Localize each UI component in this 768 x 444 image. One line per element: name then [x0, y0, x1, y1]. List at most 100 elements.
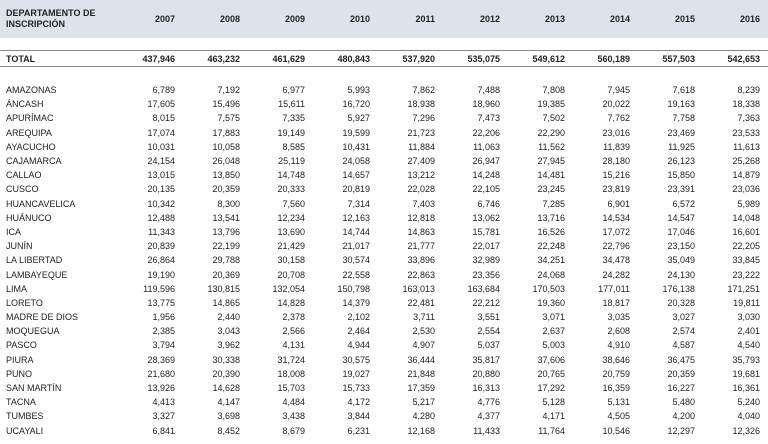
cell-value: 3,027: [672, 312, 695, 323]
cell-value: 25,119: [278, 156, 305, 167]
department-row: UCAYALI 6,841 8,452 8,679 6,231 12,168 11,433 1…: [0, 424, 768, 438]
department-row: LIMA 119,596 130,815 132,054 150,798 163,013 1…: [0, 282, 768, 296]
cell-value: 19,681: [732, 368, 760, 379]
header-label: DEPARTAMENTO DE INSCRIPCIÓN: [0, 0, 118, 38]
cell-value: 12,297: [667, 425, 695, 436]
year-header: 2013: [508, 0, 573, 38]
cell-value: 4,377: [477, 411, 500, 422]
cell-value: 22,206: [472, 127, 500, 138]
cell-value: 5,037: [477, 340, 500, 351]
cell-value: 27,945: [537, 156, 565, 167]
department-row: TUMBES 3,327 3,698 3,438 3,844 4,280 4,377 4,17…: [0, 409, 768, 423]
cell-value: 22,212: [472, 297, 500, 308]
cell-value: 5,240: [737, 397, 760, 408]
total-value: 437,946: [118, 50, 183, 67]
cell-value: 22,199: [212, 241, 240, 252]
cell-value: 2,401: [737, 326, 760, 337]
table-body: AMAZONAS 6,789 7,192 6,977 5,993 7,862 7,488 7,…: [0, 83, 768, 438]
department-row: PUNO 21,680 20,390 18,008 19,027 21,848 20,880…: [0, 367, 768, 381]
cell-value: 13,690: [277, 226, 305, 237]
cell-value: 36,475: [667, 354, 695, 365]
cell-value: 7,618: [672, 85, 695, 96]
cell-value: 7,488: [477, 85, 500, 96]
cell-value: 23,391: [667, 184, 695, 195]
cell-value: 4,200: [672, 411, 695, 422]
department-row: CUSCO 20,135 20,359 20,333 20,819 22,028 22,10…: [0, 182, 768, 196]
cell-value: 26,123: [667, 156, 695, 167]
cell-value: 8,300: [217, 198, 240, 209]
department-row: HUANCAVELICA 10,342 8,300 7,560 7,314 7,403 6,…: [0, 197, 768, 211]
cell-value: 3,035: [607, 312, 630, 323]
spacer-cell: [0, 38, 768, 51]
cell-value: 16,313: [472, 383, 500, 394]
cell-value: 25,268: [732, 156, 760, 167]
total-value: 461,629: [248, 50, 313, 67]
cell-value: 20,369: [212, 269, 240, 280]
department-row: AREQUIPA 17,074 17,883 19,149 19,599 21,723 22…: [0, 126, 768, 140]
department-row: PASCO 3,794 3,962 4,131 4,944 4,907 5,037 5,003…: [0, 338, 768, 352]
cell-value: 6,789: [152, 85, 175, 96]
cell-value: 13,062: [472, 212, 500, 223]
cell-value: 32,989: [472, 255, 500, 266]
cell-value: 130,815: [207, 283, 240, 294]
cell-value: 20,135: [147, 184, 175, 195]
cell-value: 14,879: [732, 170, 760, 181]
total-value: 537,920: [378, 50, 443, 67]
department-row: SAN MARTÍN 13,926 14,628 15,703 15,733 17,359…: [0, 381, 768, 395]
cell-value: 5,989: [737, 198, 760, 209]
cell-value: 20,880: [472, 368, 500, 379]
cell-value: 5,993: [347, 85, 370, 96]
cell-value: 3,030: [737, 312, 760, 323]
cell-value: 37,606: [537, 354, 565, 365]
cell-value: 20,328: [667, 297, 695, 308]
cell-value: 6,231: [347, 425, 370, 436]
cell-value: 11,613: [733, 141, 760, 152]
cell-value: 13,015: [147, 170, 175, 181]
cell-value: 5,217: [412, 397, 435, 408]
cell-value: 21,777: [407, 241, 435, 252]
cell-value: 7,758: [672, 113, 695, 124]
cell-value: 14,865: [212, 297, 240, 308]
cell-value: 21,017: [342, 241, 370, 252]
cell-value: 24,058: [342, 156, 370, 167]
cell-value: 10,431: [342, 141, 370, 152]
cell-value: 7,762: [607, 113, 630, 124]
year-header: 2012: [443, 0, 508, 38]
cell-value: 7,502: [542, 113, 565, 124]
cell-value: 10,546: [602, 425, 630, 436]
cell-value: 24,282: [602, 269, 630, 280]
year-header: 2008: [183, 0, 248, 38]
cell-value: 36,444: [407, 354, 435, 365]
cell-value: 15,850: [667, 170, 695, 181]
cell-value: 22,863: [407, 269, 435, 280]
cell-value: 28,369: [147, 354, 175, 365]
total-value: 535,075: [443, 50, 508, 67]
cell-value: 31,724: [277, 354, 305, 365]
department-name: CUSCO: [6, 184, 39, 195]
cell-value: 14,863: [407, 226, 435, 237]
cell-value: 14,048: [732, 212, 760, 223]
cell-value: 13,212: [407, 170, 435, 181]
department-name: CAJAMARCA: [6, 156, 62, 167]
department-name: ÁNCASH: [6, 99, 44, 110]
total-label: TOTAL: [0, 50, 118, 67]
cell-value: 18,960: [472, 99, 500, 110]
cell-value: 20,708: [277, 269, 305, 280]
cell-value: 11,343: [148, 226, 175, 237]
cell-value: 2,637: [542, 326, 565, 337]
cell-value: 13,850: [212, 170, 240, 181]
cell-value: 22,205: [732, 241, 760, 252]
cell-value: 5,480: [672, 397, 695, 408]
cell-value: 14,628: [212, 383, 240, 394]
cell-value: 20,333: [277, 184, 305, 195]
cell-value: 20,022: [602, 99, 630, 110]
cell-value: 21,429: [277, 241, 305, 252]
cell-value: 30,575: [342, 354, 370, 365]
cell-value: 22,028: [407, 184, 435, 195]
cell-value: 8,015: [152, 113, 175, 124]
cell-value: 23,356: [472, 269, 500, 280]
total-row: TOTAL 437,946 463,232 461,629 480,843 537,920…: [0, 50, 768, 67]
cell-value: 11,764: [538, 425, 565, 436]
cell-value: 23,222: [732, 269, 760, 280]
